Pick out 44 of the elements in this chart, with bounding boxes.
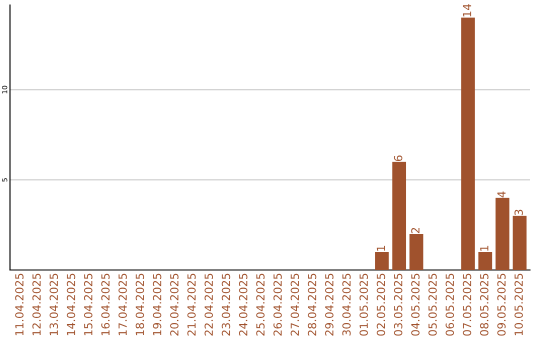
data-label: 1: [480, 246, 488, 251]
x-tick-label: 12.04.2025: [32, 274, 41, 336]
x-tick-label: 05.05.2025: [428, 274, 437, 336]
x-tick-label: 11.04.2025: [15, 274, 24, 336]
bar: [461, 18, 475, 270]
x-tick-label: 19.04.2025: [152, 274, 162, 336]
x-tick-label: 03.05.2025: [394, 274, 402, 336]
bar: [375, 252, 389, 270]
x-tick-label: 27.04.2025: [290, 274, 300, 336]
x-tick-label: 09.05.2025: [497, 274, 506, 336]
bar: [478, 252, 492, 270]
x-tick-label: 22.04.2025: [204, 274, 213, 336]
bar: [392, 162, 406, 270]
data-label: 3: [514, 210, 523, 216]
x-tick-label: 20.04.2025: [170, 274, 179, 336]
data-label: 2: [411, 228, 420, 234]
bar: [409, 234, 424, 270]
x-tick-label: 02.05.2025: [376, 274, 386, 336]
x-tick-label: 18.04.2025: [136, 274, 144, 336]
x-tick-label: 13.04.2025: [50, 274, 58, 336]
x-tick-label: 25.04.2025: [256, 274, 265, 336]
x-tick-label: 30.04.2025: [342, 274, 351, 336]
x-tick-label: 01.05.2025: [360, 274, 368, 336]
data-label: 4: [497, 191, 506, 198]
data-label: 6: [394, 155, 402, 162]
x-tick-label: 08.05.2025: [480, 274, 488, 336]
x-tick-label: 06.05.2025: [446, 274, 454, 336]
bar: [496, 198, 510, 270]
bar: [512, 216, 527, 270]
data-label: 14: [462, 4, 472, 16]
x-tick-label: 24.04.2025: [238, 274, 248, 336]
x-tick-label: 15.04.2025: [84, 274, 92, 336]
x-tick-label: 04.05.2025: [411, 274, 420, 336]
x-tick-label: 26.04.2025: [273, 274, 282, 336]
x-tick-label: 14.04.2025: [66, 274, 76, 336]
x-tick-label: 28.04.2025: [308, 274, 316, 336]
x-tick-label: 21.04.2025: [187, 274, 196, 336]
x-tick-label: 07.05.2025: [462, 274, 472, 336]
x-tick-label: 10.05.2025: [514, 274, 523, 336]
x-tick-label: 16.04.2025: [101, 274, 110, 336]
x-tick-label: 29.04.2025: [325, 274, 334, 336]
x-tick-label: 23.04.2025: [222, 274, 230, 336]
data-label: 1: [376, 246, 385, 251]
x-tick-label: 17.04.2025: [118, 274, 127, 336]
